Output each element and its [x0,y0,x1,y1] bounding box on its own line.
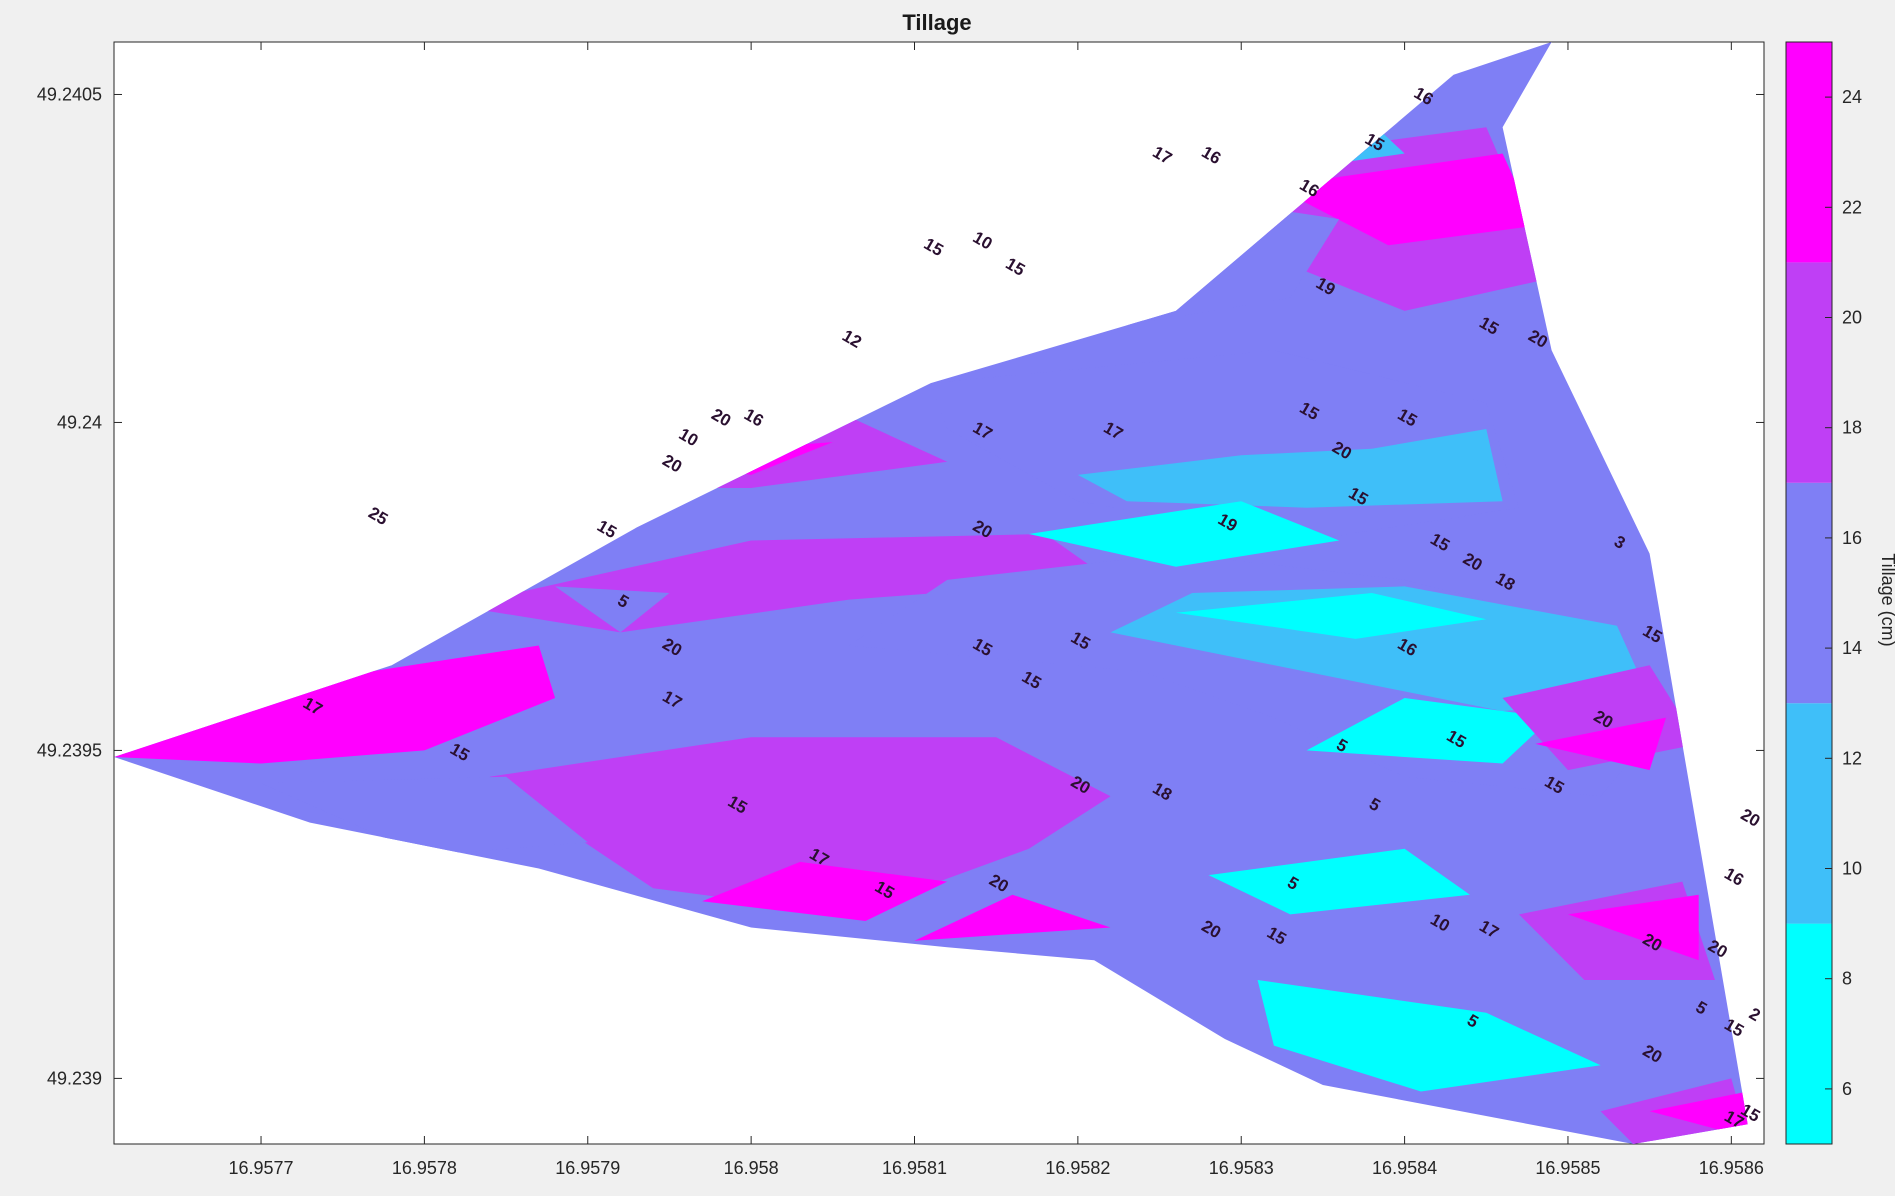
chart-title: Tillage [902,10,971,35]
x-tick-label: 16.9577 [228,1158,293,1178]
tillage-zone [1649,1091,1748,1138]
tillage-zone [914,894,1111,941]
colorbar-tick-label: 18 [1842,418,1862,438]
colorbar-segment [1786,482,1832,704]
colorbar-frame [1785,41,1833,1145]
y-tick-label: 49.2405 [37,84,102,104]
tillage-zone [114,645,556,764]
x-tick-label: 16.9582 [1045,1158,1110,1178]
colorbar-tick-label: 10 [1842,859,1862,879]
x-tick-label: 16.9583 [1209,1158,1274,1178]
colorbar-segment [1786,923,1832,1144]
x-axis: 16.9577 16.9578 16.9579 16.958 16.9581 16.958… [228,42,1764,1178]
tillage-zone [1028,501,1340,567]
colorbar-segment [1786,42,1832,263]
tillage-zone [555,586,670,633]
colorbar-segment [1786,262,1832,483]
colorbar-segment [1786,703,1832,924]
tillage-zone [1535,717,1666,771]
tillage-zone [1077,429,1503,508]
colorbar-label: Tillage (cm) [1878,553,1895,646]
tillage-zone [1306,698,1552,764]
x-tick-label: 16.9585 [1535,1158,1600,1178]
x-tick-label: 16.9578 [392,1158,457,1178]
colorbar-tick-label: 12 [1842,748,1862,768]
tillage-zone [702,861,948,921]
tillage-zone [1273,153,1536,246]
y-tick-label: 49.2395 [37,740,102,760]
x-tick-label: 16.958 [724,1158,779,1178]
colorbar-tick-label: 22 [1842,197,1862,217]
colorbar-tick-label: 8 [1842,969,1852,989]
colorbar-tick-label: 16 [1842,528,1862,548]
colorbar-tick-label: 20 [1842,308,1862,328]
x-tick-label: 16.9581 [882,1158,947,1178]
x-tick-label: 16.9584 [1372,1158,1437,1178]
x-tick-label: 16.9586 [1699,1158,1764,1178]
colorbar-tick-label: 14 [1842,638,1862,658]
tillage-zone [1175,593,1487,639]
colorbar: 6 8 10 12 14 16 18 20 22 24 Tillage (cm) [1785,41,1895,1145]
tillage-zone [1257,980,1601,1092]
y-tick-label: 49.239 [47,1068,102,1088]
x-tick-label: 16.9579 [555,1158,620,1178]
tillage-zone [261,776,588,856]
tillage-zone [1568,894,1699,961]
colorbar-tick-label: 24 [1842,87,1862,107]
tillage-zone [1208,848,1470,915]
colorbar-tick-label: 6 [1842,1079,1852,1099]
y-axis: 49.239 49.2395 49.24 49.2405 [37,84,1764,1088]
tillage-zone [489,737,1111,915]
y-tick-label: 49.24 [57,412,102,432]
